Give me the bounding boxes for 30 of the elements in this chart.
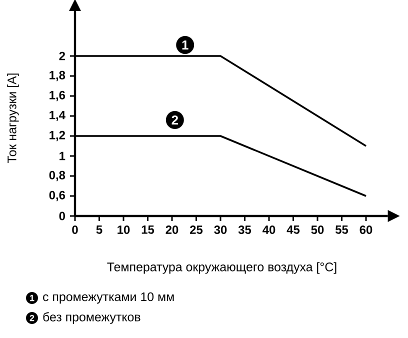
x-tick-label: 20 bbox=[166, 226, 178, 234]
y-tick-label: 1,8 bbox=[50, 70, 66, 82]
x-tick-label: 40 bbox=[262, 226, 276, 234]
x-tick-label: 5 bbox=[96, 226, 102, 234]
legend-label: с промежутками 10 мм bbox=[43, 292, 174, 304]
legend-label: без промежутков bbox=[43, 312, 140, 324]
y-tick-label: 0,8 bbox=[49, 170, 66, 182]
x-tick-label: 15 bbox=[142, 226, 154, 234]
annotation: 1 bbox=[182, 40, 188, 50]
x-tick-label: 25 bbox=[190, 226, 203, 234]
x-tick-label: 0 bbox=[72, 226, 78, 234]
text: 2 bbox=[30, 314, 34, 322]
text: 1 bbox=[30, 294, 34, 302]
x-tick-label: 45 bbox=[286, 226, 300, 234]
y-tick-label: 0,6 bbox=[49, 190, 66, 202]
x-tick-label: 60 bbox=[360, 226, 372, 234]
x-tick-label: 10 bbox=[118, 226, 130, 234]
x-tick-label: 30 bbox=[214, 226, 227, 234]
y-tick-label: 1 bbox=[60, 152, 66, 160]
annotation: 2 bbox=[172, 115, 178, 125]
y-tick-label: 1,6 bbox=[50, 90, 66, 102]
x-axis-title: Температура окружающего воздуха [°C] bbox=[107, 262, 336, 274]
x-tick-label: 50 bbox=[311, 226, 324, 234]
x-tick-label: 55 bbox=[335, 226, 348, 234]
y-tick-label: 1,2 bbox=[50, 130, 66, 142]
y-tick-label: 1,4 bbox=[50, 110, 66, 122]
y-tick-label: 2 bbox=[59, 52, 66, 60]
x-tick-label: 35 bbox=[238, 226, 252, 234]
y-axis-title: Ток нагрузки [A] bbox=[7, 74, 19, 164]
y-tick-label: 0 bbox=[59, 212, 65, 220]
